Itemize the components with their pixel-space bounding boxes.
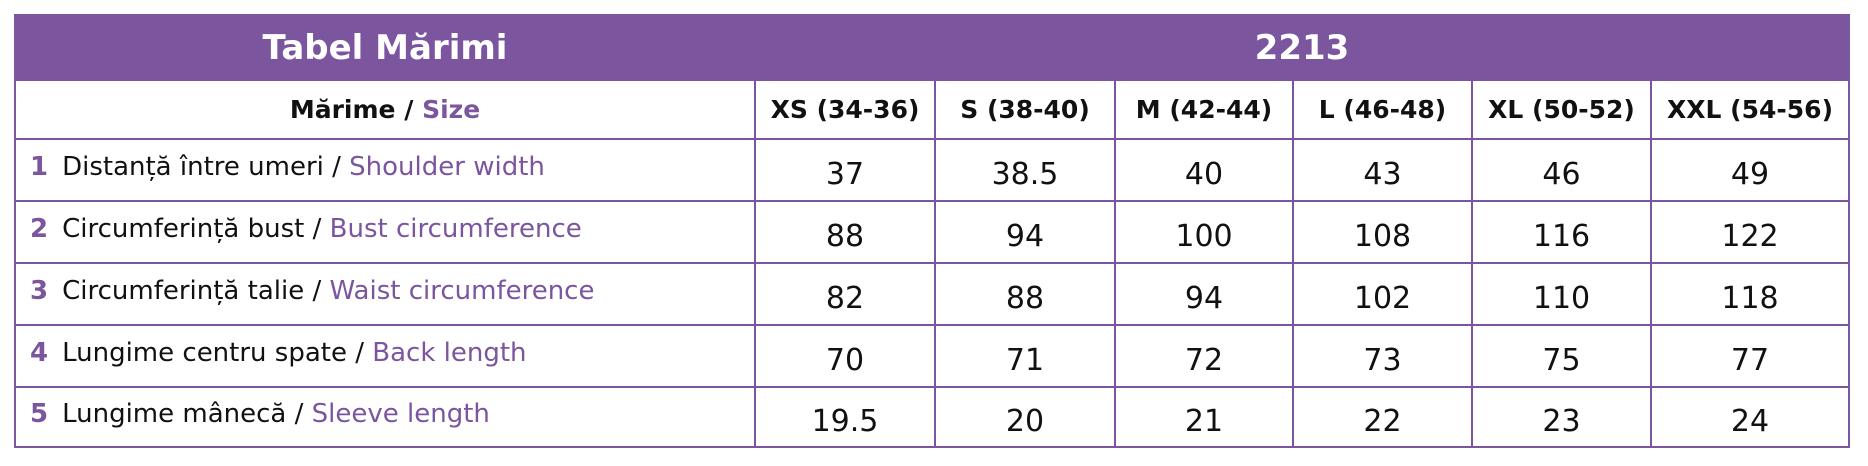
size-name: S (38-40) <box>936 81 1116 140</box>
measure-number: 3 <box>30 276 49 306</box>
measure-label-en: Back length <box>372 338 527 368</box>
table-title: Tabel Mărimi <box>16 16 756 81</box>
measure-value: 19.5 <box>756 388 936 448</box>
measure-number: 1 <box>30 152 49 182</box>
measure-label-en: Waist circumference <box>329 276 595 306</box>
measure-value: 94 <box>1116 264 1294 326</box>
measure-value: 37 <box>756 140 936 202</box>
size-table: Tabel Mărimi 2213 Mărime / Size XS (34-36) S… <box>14 14 1850 448</box>
measure-value: 24 <box>1652 388 1850 448</box>
measure-label: 2 Circumferință bust / Bust circumference <box>16 202 756 264</box>
measure-separator: / <box>312 214 322 244</box>
measure-value: 73 <box>1294 326 1473 388</box>
measure-value: 49 <box>1652 140 1850 202</box>
measure-value: 88 <box>936 264 1116 326</box>
measure-value: 102 <box>1294 264 1473 326</box>
size-name: XS (34-36) <box>756 81 936 140</box>
measure-label: 3 Circumferință talie / Waist circumferen… <box>16 264 756 326</box>
measure-label-ro: Circumferință bust <box>62 214 305 244</box>
measure-value: 38.5 <box>936 140 1116 202</box>
measure-value: 88 <box>756 202 936 264</box>
measure-separator: / <box>294 399 304 429</box>
measure-separator: / <box>355 338 364 368</box>
measure-value: 20 <box>936 388 1116 448</box>
measure-value: 75 <box>1473 326 1652 388</box>
table-code: 2213 <box>756 16 1850 81</box>
measure-label: 1 Distanță între umeri / Shoulder width <box>16 140 756 202</box>
measure-label: 5 Lungime mânecă / Sleeve length <box>16 388 756 448</box>
measure-label-ro: Lungime centru spate <box>62 338 347 368</box>
measure-value: 116 <box>1473 202 1652 264</box>
size-header: Mărime / Size <box>16 81 756 140</box>
size-label-ro: Mărime <box>289 95 396 124</box>
measure-value: 82 <box>756 264 936 326</box>
measure-label: 4 Lungime centru spate / Back length <box>16 326 756 388</box>
measure-value: 22 <box>1294 388 1473 448</box>
measure-value: 23 <box>1473 388 1652 448</box>
measure-number: 2 <box>30 214 49 244</box>
measure-number: 5 <box>30 399 49 429</box>
size-label-en: Size <box>422 95 481 124</box>
size-separator: / <box>404 95 414 124</box>
measure-value: 108 <box>1294 202 1473 264</box>
measure-value: 100 <box>1116 202 1294 264</box>
measure-value: 43 <box>1294 140 1473 202</box>
measure-value: 94 <box>936 202 1116 264</box>
size-name: XL (50-52) <box>1473 81 1652 140</box>
measure-value: 70 <box>756 326 936 388</box>
measure-label-ro: Lungime mânecă <box>62 399 287 429</box>
measure-label-ro: Distanță între umeri <box>62 152 324 182</box>
measure-value: 21 <box>1116 388 1294 448</box>
measure-label-en: Bust circumference <box>329 214 582 244</box>
measure-label-en: Shoulder width <box>349 152 545 182</box>
measure-separator: / <box>332 152 341 182</box>
measure-value: 71 <box>936 326 1116 388</box>
size-name: M (42-44) <box>1116 81 1294 140</box>
size-name: L (46-48) <box>1294 81 1473 140</box>
measure-label-ro: Circumferință talie <box>62 276 305 306</box>
measure-value: 77 <box>1652 326 1850 388</box>
size-name: XXL (54-56) <box>1652 81 1850 140</box>
measure-value: 72 <box>1116 326 1294 388</box>
measure-value: 122 <box>1652 202 1850 264</box>
measure-value: 110 <box>1473 264 1652 326</box>
measure-value: 46 <box>1473 140 1652 202</box>
measure-separator: / <box>312 276 322 306</box>
measure-label-en: Sleeve length <box>311 399 490 429</box>
measure-value: 40 <box>1116 140 1294 202</box>
measure-value: 118 <box>1652 264 1850 326</box>
measure-number: 4 <box>30 338 49 368</box>
